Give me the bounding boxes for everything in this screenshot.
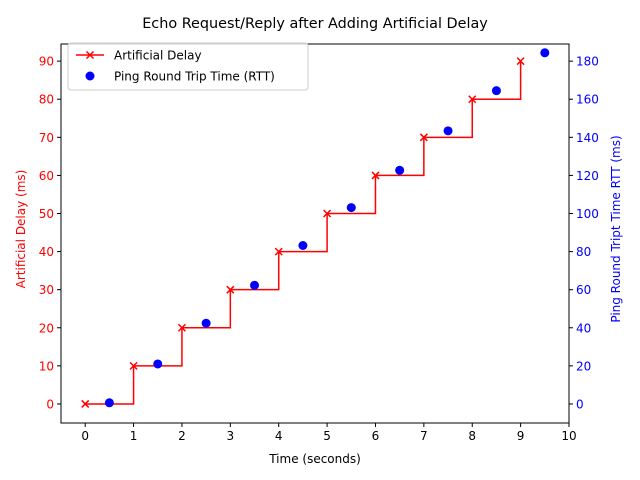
chart-title: Echo Request/Reply after Adding Artifici… xyxy=(142,16,488,32)
x-axis-label: Time (seconds) xyxy=(268,452,361,466)
y-left-tick-label: 40 xyxy=(39,245,54,259)
x-tick-label: 5 xyxy=(323,429,331,443)
data-point-artificial-delay xyxy=(177,323,186,332)
y-right-tick-label: 180 xyxy=(576,55,599,69)
data-point-artificial-delay xyxy=(274,247,283,256)
y-left-tick-label: 60 xyxy=(39,169,54,183)
legend-label-artificial-delay: Artificial Delay xyxy=(114,49,202,63)
y-right-tick-label: 20 xyxy=(576,359,591,373)
x-tick-label: 9 xyxy=(517,429,525,443)
y-left-tick-label: 10 xyxy=(39,359,54,373)
data-point-ping-rtt xyxy=(395,165,405,175)
y-right-tick-label: 60 xyxy=(576,283,591,297)
data-point-artificial-delay xyxy=(371,171,380,180)
y-left-tick-label: 20 xyxy=(39,321,54,335)
x-tick-label: 0 xyxy=(81,429,89,443)
y-right-tick-label: 100 xyxy=(576,207,599,221)
y-left-tick-label: 0 xyxy=(46,397,54,411)
data-point-ping-rtt xyxy=(298,240,308,250)
data-point-artificial-delay xyxy=(323,209,332,218)
x-tick-label: 6 xyxy=(372,429,380,443)
ticks-layer: 0 1 2 3 4 5 6 7 8 9 100102030405060708090020406080… xyxy=(39,55,599,443)
y-right-tick-label: 140 xyxy=(576,131,599,145)
legend-marker-ping-rtt xyxy=(85,71,95,81)
y-left-tick-label: 50 xyxy=(39,207,54,221)
y-right-tick-label: 160 xyxy=(576,93,599,107)
y-left-tick-label: 70 xyxy=(39,131,54,145)
data-point-artificial-delay xyxy=(419,133,428,142)
data-point-ping-rtt xyxy=(443,126,453,136)
x-tick-label: 1 xyxy=(130,429,138,443)
legend-frame xyxy=(67,42,309,91)
plot-frame xyxy=(60,43,570,424)
x-tick-label: 10 xyxy=(561,429,576,443)
legend-marker-artificial-delay xyxy=(85,50,95,60)
y-left-tick-label: 90 xyxy=(39,55,54,69)
data-point-ping-rtt xyxy=(104,398,114,408)
data-point-artificial-delay xyxy=(468,95,477,104)
series-layer xyxy=(81,48,550,408)
y-left-tick-label: 30 xyxy=(39,283,54,297)
y-right-tick-label: 120 xyxy=(576,169,599,183)
series-line-artificial-delay xyxy=(85,61,522,405)
x-tick-label: 4 xyxy=(275,429,283,443)
data-point-ping-rtt xyxy=(346,203,356,213)
data-point-ping-rtt xyxy=(153,359,163,369)
axes-layer xyxy=(60,43,570,424)
data-point-ping-rtt xyxy=(491,86,501,96)
data-point-artificial-delay xyxy=(226,285,235,294)
data-point-ping-rtt xyxy=(540,48,550,58)
data-point-ping-rtt xyxy=(201,318,211,328)
legend: Artificial Delay Ping Round Trip Time (R… xyxy=(67,42,309,91)
data-point-artificial-delay xyxy=(516,57,525,66)
y-right-axis-label: Ping Round Tript Time RTT (ms) xyxy=(609,135,623,322)
y-right-tick-label: 80 xyxy=(576,245,591,259)
legend-label-ping-rtt: Ping Round Trip Time (RTT) xyxy=(114,70,275,84)
x-tick-label: 7 xyxy=(420,429,428,443)
data-point-artificial-delay xyxy=(81,399,90,408)
y-right-tick-label: 0 xyxy=(576,397,584,411)
x-tick-label: 8 xyxy=(468,429,476,443)
data-point-artificial-delay xyxy=(129,361,138,370)
y-left-axis-label: Artificial Delay (ms) xyxy=(14,170,28,289)
data-point-ping-rtt xyxy=(250,280,260,290)
x-tick-label: 2 xyxy=(178,429,186,443)
x-tick-label: 3 xyxy=(227,429,235,443)
y-right-tick-label: 40 xyxy=(576,321,591,335)
y-left-tick-label: 80 xyxy=(39,93,54,107)
